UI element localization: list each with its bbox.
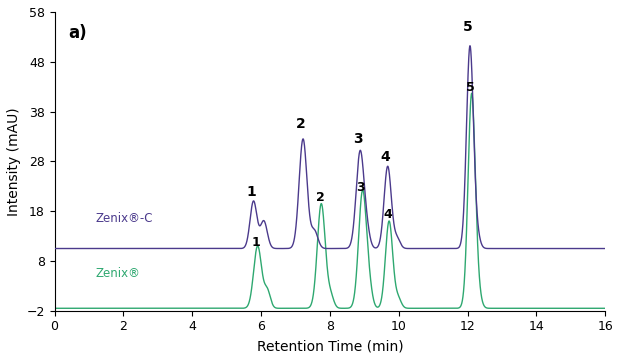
X-axis label: Retention Time (min): Retention Time (min) [257, 339, 403, 353]
Text: Zenix®: Zenix® [96, 267, 141, 280]
Text: 2: 2 [316, 191, 325, 204]
Text: 3: 3 [353, 132, 363, 147]
Text: 1: 1 [247, 185, 256, 199]
Text: 4: 4 [383, 208, 392, 221]
Text: Zenix®-C: Zenix®-C [96, 212, 153, 225]
Text: 5: 5 [463, 21, 473, 34]
Text: 2: 2 [296, 117, 306, 131]
Y-axis label: Intensity (mAU): Intensity (mAU) [7, 107, 21, 216]
Text: 1: 1 [252, 235, 260, 248]
Text: a): a) [68, 24, 87, 42]
Text: 5: 5 [466, 81, 475, 94]
Text: 4: 4 [381, 150, 391, 164]
Text: 3: 3 [356, 181, 365, 194]
